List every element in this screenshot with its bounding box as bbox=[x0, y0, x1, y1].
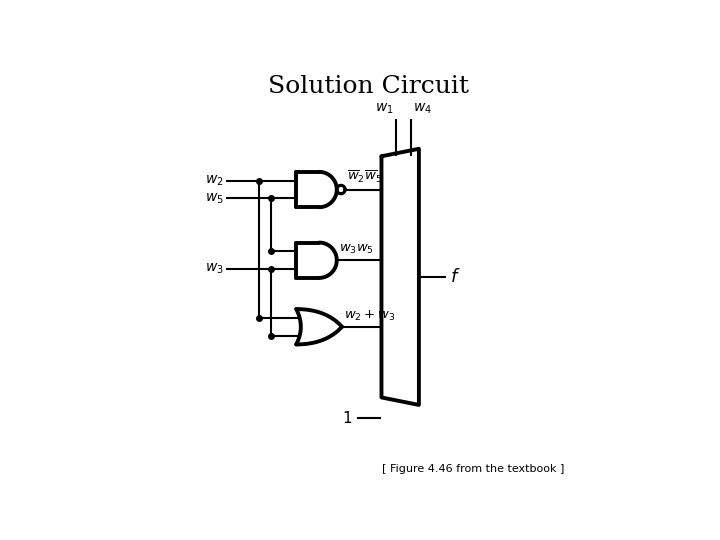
Text: Solution Circuit: Solution Circuit bbox=[269, 75, 469, 98]
Text: $w_4$: $w_4$ bbox=[413, 101, 431, 116]
Text: $f$: $f$ bbox=[450, 268, 461, 286]
Text: $w_2$: $w_2$ bbox=[205, 173, 223, 188]
Text: $w_3$: $w_3$ bbox=[204, 262, 223, 276]
Text: $\overline{w}_2\overline{w}_5$: $\overline{w}_2\overline{w}_5$ bbox=[347, 169, 382, 185]
Text: $w_1$: $w_1$ bbox=[375, 101, 394, 116]
Text: [ Figure 4.46 from the textbook ]: [ Figure 4.46 from the textbook ] bbox=[382, 464, 564, 474]
Text: $w_5$: $w_5$ bbox=[204, 191, 223, 206]
Text: $w_2 + w_3$: $w_2 + w_3$ bbox=[344, 308, 395, 322]
Text: $w_3 w_5$: $w_3 w_5$ bbox=[339, 243, 374, 256]
Text: 1: 1 bbox=[343, 411, 352, 426]
